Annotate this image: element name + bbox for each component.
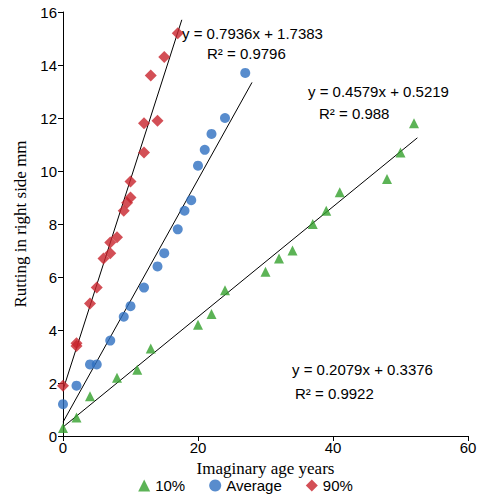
svg-text:Average: Average (226, 477, 282, 494)
svg-text:0: 0 (49, 428, 57, 445)
svg-text:6: 6 (49, 269, 57, 286)
svg-text:R² = 0.9922: R² = 0.9922 (295, 385, 374, 402)
svg-text:R² = 0.9796: R² = 0.9796 (207, 45, 286, 62)
svg-text:2: 2 (49, 375, 57, 392)
svg-text:R² = 0.988: R² = 0.988 (319, 105, 389, 122)
svg-text:Rutting in right side mm: Rutting in right side mm (11, 140, 30, 307)
svg-text:y = 0.2079x + 0.3376: y = 0.2079x + 0.3376 (292, 361, 433, 378)
svg-text:Imaginary age years: Imaginary age years (197, 459, 335, 478)
svg-text:10: 10 (40, 163, 57, 180)
svg-text:16: 16 (40, 4, 57, 21)
svg-text:90%: 90% (323, 477, 353, 494)
svg-text:14: 14 (40, 57, 57, 74)
svg-text:40: 40 (325, 439, 342, 456)
svg-text:60: 60 (460, 439, 477, 456)
svg-text:0: 0 (59, 439, 67, 456)
svg-text:y = 0.4579x + 0.5219: y = 0.4579x + 0.5219 (308, 83, 449, 100)
svg-text:y = 0.7936x + 1.7383: y = 0.7936x + 1.7383 (182, 25, 323, 42)
svg-text:20: 20 (190, 439, 207, 456)
svg-text:8: 8 (49, 216, 57, 233)
svg-text:4: 4 (49, 322, 57, 339)
svg-text:10%: 10% (155, 477, 185, 494)
svg-text:12: 12 (40, 110, 57, 127)
